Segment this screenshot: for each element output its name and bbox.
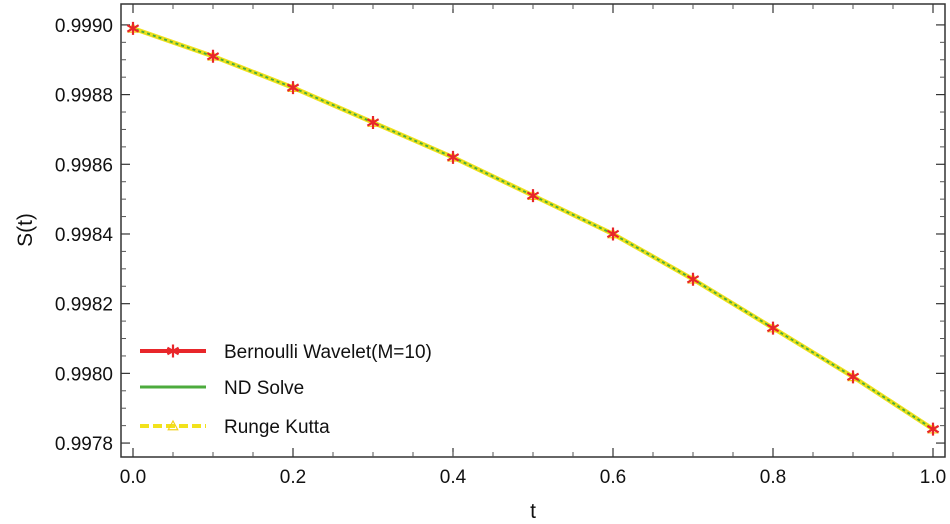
legend-label: ND Solve xyxy=(224,378,304,399)
legend-marker-bernoulli xyxy=(166,344,180,358)
x-tick-label: 0.2 xyxy=(280,467,306,488)
x-tick-label: 0.6 xyxy=(600,467,626,488)
ticks: 0.0 0.2 0.4 0.6 0.8 1.0 0.9978 0.9980 0.9982 0.99… xyxy=(55,4,946,488)
legend-label: Runge Kutta xyxy=(224,417,330,438)
series-line-bernoulli xyxy=(132,26,934,431)
series-layer xyxy=(126,21,940,436)
series-line-runge-kutta xyxy=(132,27,934,430)
bernoulli-marker xyxy=(526,189,540,203)
bernoulli-marker xyxy=(926,422,940,436)
legend-label: Bernoulli Wavelet(M=10) xyxy=(224,342,432,363)
bernoulli-marker xyxy=(846,370,860,384)
bernoulli-marker xyxy=(206,49,220,63)
bernoulli-marker xyxy=(126,21,140,35)
y-tick-label: 0.9980 xyxy=(55,364,113,385)
legend-marker-runge-kutta xyxy=(167,419,179,431)
y-tick-label: 0.9982 xyxy=(55,295,113,316)
y-tick-label: 0.9988 xyxy=(55,86,113,107)
bernoulli-marker xyxy=(446,150,460,164)
y-tick-label: 0.9978 xyxy=(55,434,113,455)
legend: Bernoulli Wavelet(M=10) ND Solve Runge Kut… xyxy=(140,342,432,438)
y-tick-label: 0.9986 xyxy=(55,155,113,176)
series-line-nd-solve xyxy=(132,27,934,430)
x-tick-label: 1.0 xyxy=(920,467,946,488)
bernoulli-marker xyxy=(766,321,780,335)
x-axis-label: t xyxy=(530,500,536,523)
x-tick-label: 0.8 xyxy=(760,467,786,488)
y-tick-label: 0.9984 xyxy=(55,225,114,246)
bernoulli-marker xyxy=(606,227,620,241)
x-tick-label: 0.4 xyxy=(440,467,467,488)
bernoulli-marker xyxy=(686,272,700,286)
series-line-runge-kutta-base xyxy=(132,26,935,432)
y-axis-label: S(t) xyxy=(14,213,37,247)
bernoulli-marker xyxy=(366,115,380,129)
y-tick-label: 0.9990 xyxy=(55,16,113,37)
x-tick-label: 0.0 xyxy=(120,467,146,488)
bernoulli-marker xyxy=(286,81,300,95)
